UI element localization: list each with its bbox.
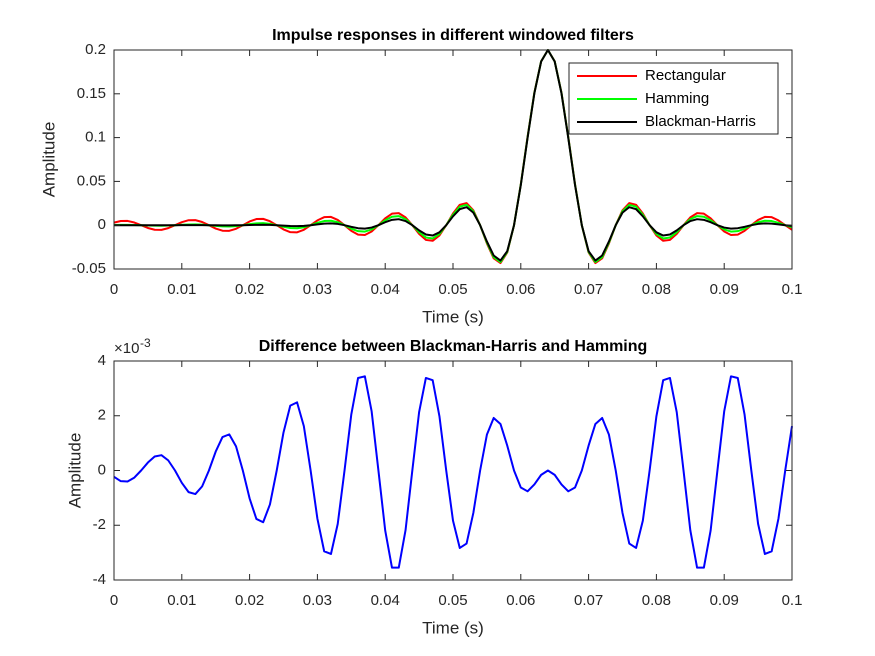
legend-label: Hamming <box>645 90 709 107</box>
y-exponent-power: -3 <box>140 336 151 350</box>
x-tick-label: 0.04 <box>371 592 400 609</box>
x-tick-label: 0.02 <box>235 592 264 609</box>
x-tick-label: 0.06 <box>506 281 535 298</box>
series-line <box>114 49 793 262</box>
y-tick-label: 4 <box>98 352 106 369</box>
legend-label: Blackman-Harris <box>645 113 756 130</box>
x-tick-label: 0.08 <box>642 592 671 609</box>
x-tick-label: 0.1 <box>782 281 803 298</box>
chart-title: Difference between Blackman-Harris and H… <box>259 338 648 355</box>
x-tick-label: 0.01 <box>167 281 196 298</box>
y-tick-label: -2 <box>93 516 106 533</box>
x-tick-label: 0.06 <box>506 592 535 609</box>
y-axis-label: Amplitude <box>65 433 84 509</box>
x-tick-label: 0.09 <box>710 281 739 298</box>
x-tick-label: 0.03 <box>303 281 332 298</box>
x-tick-label: 0.05 <box>438 592 467 609</box>
x-tick-label: 0 <box>110 592 118 609</box>
x-tick-label: 0.07 <box>574 281 603 298</box>
axes-background <box>114 361 792 580</box>
x-tick-label: 0.1 <box>782 592 803 609</box>
x-tick-label: 0.03 <box>303 592 332 609</box>
y-tick-label: 0.1 <box>85 129 106 146</box>
chart-title: Impulse responses in different windowed … <box>272 27 634 44</box>
y-tick-label: 0.15 <box>77 85 106 102</box>
x-tick-label: 0.07 <box>574 592 603 609</box>
x-tick-label: 0.04 <box>371 281 400 298</box>
x-tick-label: 0.08 <box>642 281 671 298</box>
x-tick-label: 0.01 <box>167 592 196 609</box>
y-tick-label: 0.2 <box>85 41 106 58</box>
y-axis-label: Amplitude <box>39 122 58 198</box>
y-exponent-base: ×10 <box>114 340 139 357</box>
x-tick-label: 0 <box>110 281 118 298</box>
y-tick-label: 0.05 <box>77 172 106 189</box>
legend: Rectangular Hamming Blackman-Harris <box>568 62 779 135</box>
y-tick-label: 0 <box>98 461 106 478</box>
x-tick-label: 0.09 <box>710 592 739 609</box>
x-tick-label: 0.05 <box>438 281 467 298</box>
x-tick-label: 0.02 <box>235 281 264 298</box>
y-tick-label: 2 <box>98 407 106 424</box>
y-tick-label: -0.05 <box>72 260 106 277</box>
y-tick-label: 0 <box>98 216 106 233</box>
x-axis-label: Time (s) <box>422 307 484 326</box>
x-axis-label: Time (s) <box>422 618 484 637</box>
legend-label: Rectangular <box>645 67 726 84</box>
y-tick-label: -4 <box>93 571 106 588</box>
series-line <box>113 375 793 569</box>
